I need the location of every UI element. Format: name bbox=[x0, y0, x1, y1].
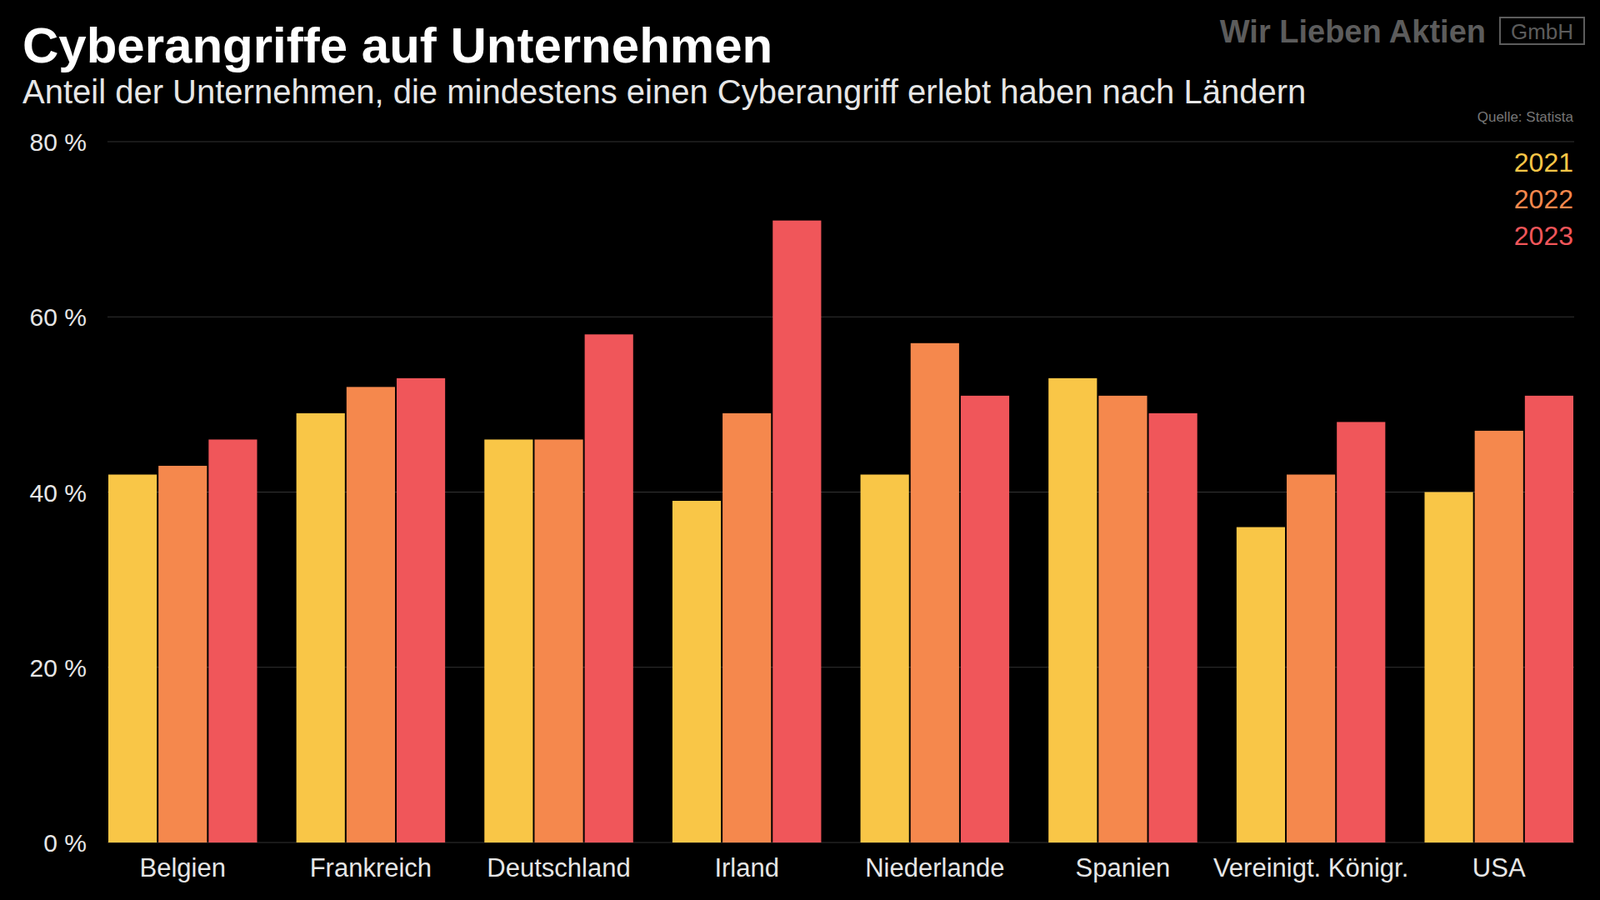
bar bbox=[772, 220, 821, 843]
x-tick-label: Niederlande bbox=[865, 853, 1005, 883]
bar bbox=[346, 386, 395, 843]
logo-suffix: GmbH bbox=[1510, 19, 1574, 45]
x-tick-label: Belgien bbox=[140, 853, 226, 883]
grid-line bbox=[107, 316, 1575, 318]
bar bbox=[910, 343, 960, 843]
legend: 2021 2022 2023 bbox=[1514, 147, 1574, 251]
y-tick-label: 60 % bbox=[30, 303, 87, 331]
legend-entry: 2022 bbox=[1514, 184, 1574, 215]
subtitle: Anteil der Unternehmen, die mindestens e… bbox=[22, 73, 1306, 110]
bar bbox=[1475, 430, 1524, 843]
bar bbox=[722, 413, 771, 843]
chart: Cyberangriffe auf UnternehmenAnteil der … bbox=[0, 0, 1600, 900]
bar bbox=[108, 474, 157, 843]
grid bbox=[107, 141, 1575, 843]
y-tick-label: 40 % bbox=[30, 479, 87, 507]
y-tick-label: 80 % bbox=[30, 128, 87, 156]
bar bbox=[396, 378, 445, 843]
x-tick-label: Deutschland bbox=[486, 853, 630, 883]
y-tick-label: 20 % bbox=[30, 654, 87, 682]
x-tick-label: Spanien bbox=[1075, 853, 1171, 883]
logo-box bbox=[1500, 17, 1585, 45]
title: Cyberangriffe auf Unternehmen bbox=[22, 17, 773, 74]
bar bbox=[296, 413, 345, 843]
bars bbox=[108, 220, 1574, 843]
logo: Wir Lieben Aktien GmbH bbox=[1220, 14, 1585, 50]
x-tick-label: Irland bbox=[714, 853, 780, 883]
bar bbox=[1098, 395, 1147, 843]
x-tick-label: Vereinigt. Königr. bbox=[1213, 853, 1409, 883]
x-tick-label: USA bbox=[1472, 853, 1526, 883]
source: Quelle: Statista bbox=[1477, 109, 1575, 125]
legend-entry: 2023 bbox=[1514, 220, 1574, 251]
bar bbox=[585, 334, 634, 843]
x-tick-label: Frankreich bbox=[310, 853, 432, 883]
bar bbox=[1048, 378, 1097, 843]
logo-text: Wir Lieben Aktien bbox=[1220, 14, 1486, 50]
bar bbox=[484, 439, 533, 843]
y-tick-label: 0 % bbox=[43, 829, 87, 857]
bar bbox=[860, 474, 910, 843]
bar bbox=[960, 395, 1010, 843]
bar bbox=[1149, 413, 1198, 843]
bar bbox=[158, 465, 207, 843]
bar bbox=[1336, 421, 1385, 843]
bar bbox=[208, 439, 257, 843]
bar bbox=[534, 439, 583, 843]
bar bbox=[1286, 474, 1335, 843]
bar bbox=[1424, 492, 1473, 844]
grid-line bbox=[107, 140, 1575, 142]
bar bbox=[672, 500, 721, 843]
bar bbox=[1525, 395, 1574, 843]
legend-entry: 2021 bbox=[1514, 147, 1574, 178]
bar bbox=[1236, 527, 1285, 843]
background bbox=[0, 0, 1600, 900]
